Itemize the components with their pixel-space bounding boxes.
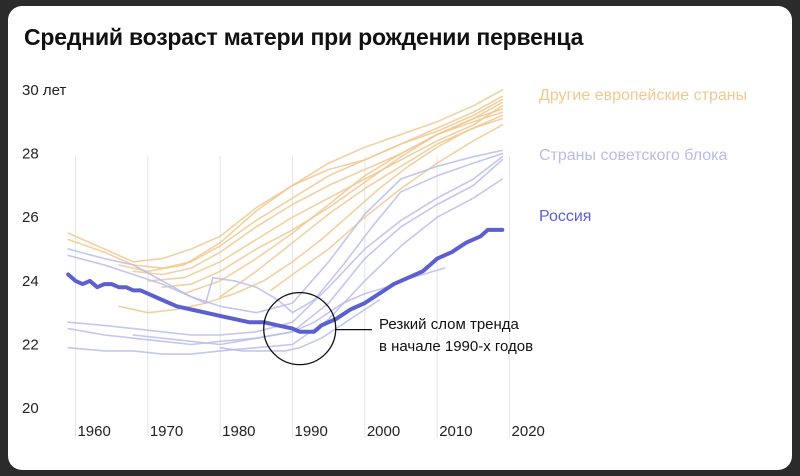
chart-card: Средний возраст матери при рождении перв… <box>8 6 792 470</box>
series-line-soviet-14 <box>67 178 504 355</box>
series-line-soviet-12 <box>67 155 504 336</box>
line-chart: 20 22 24 26 28 30 лет 1960 1970 1980 1990 2000 201… <box>22 82 747 440</box>
annotation-text-line: в начале 1990-х годов <box>379 338 533 355</box>
series-line-europe-1 <box>67 95 504 269</box>
series-line-europe-7 <box>219 117 504 298</box>
series-line-europe-6 <box>183 111 504 295</box>
series-line-soviet-16 <box>219 299 381 352</box>
y-tick-label: 26 <box>22 209 39 226</box>
x-tick-label: 1960 <box>77 423 110 440</box>
chart-title: Средний возраст матери при рождении перв… <box>24 24 584 50</box>
x-tick-label: 1980 <box>222 423 255 440</box>
x-tick-label: 2020 <box>512 423 545 440</box>
legend: Другие европейские страны Страны советско… <box>539 87 747 225</box>
series-line-europe-0 <box>67 89 504 263</box>
x-tick-label: 1990 <box>295 423 328 440</box>
series-line-europe-4 <box>147 105 504 282</box>
series-line-europe-9 <box>269 124 504 292</box>
annotation-circle <box>263 291 337 366</box>
y-axis: 20 22 24 26 28 30 лет <box>22 82 66 417</box>
annotation-text-line: Резкий слом тренда <box>379 316 520 333</box>
series-line-europe-5 <box>161 108 504 289</box>
x-axis: 1960 1970 1980 1990 2000 2010 2020 <box>77 423 544 440</box>
y-tick-label: 30 лет <box>22 82 66 99</box>
x-tick-label: 2010 <box>439 423 472 440</box>
annotation: Резкий слом тренда в начале 1990-х годов <box>263 291 533 366</box>
series-line-russia-17 <box>66 227 505 334</box>
series-line-europe-2 <box>118 98 504 273</box>
series-line-soviet-10 <box>67 149 504 314</box>
series-line-soviet-11 <box>67 152 504 314</box>
y-tick-label: 28 <box>22 146 39 163</box>
y-tick-label: 20 <box>22 400 39 417</box>
x-tick-label: 2000 <box>367 423 400 440</box>
legend-label-europe: Другие европейские страны <box>539 87 747 104</box>
y-tick-label: 22 <box>22 337 39 354</box>
legend-label-soviet: Страны советского блока <box>539 147 727 164</box>
series-layer <box>66 89 505 355</box>
x-tick-label: 1970 <box>150 423 183 440</box>
series-line-europe-3 <box>132 101 504 276</box>
y-tick-label: 24 <box>22 273 39 290</box>
legend-label-russia: Россия <box>539 208 591 225</box>
